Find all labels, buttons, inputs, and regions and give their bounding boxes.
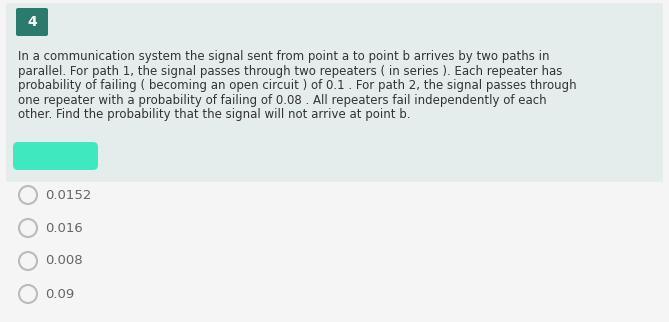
Text: 0.09: 0.09 — [45, 288, 74, 300]
Text: 0.008: 0.008 — [45, 254, 83, 268]
Text: other. Find the probability that the signal will not arrive at point b.: other. Find the probability that the sig… — [18, 108, 411, 121]
FancyBboxPatch shape — [13, 142, 98, 170]
Text: probability of failing ( becoming an open circuit ) of 0.1 . For path 2, the sig: probability of failing ( becoming an ope… — [18, 79, 577, 92]
FancyBboxPatch shape — [16, 8, 48, 36]
Text: 0.0152: 0.0152 — [45, 188, 92, 202]
Text: 4: 4 — [27, 15, 37, 29]
Text: parallel. For path 1, the signal passes through two repeaters ( in series ). Eac: parallel. For path 1, the signal passes … — [18, 64, 563, 78]
Text: one repeater with a probability of failing of 0.08 . All repeaters fail independ: one repeater with a probability of faili… — [18, 93, 547, 107]
Text: 0.016: 0.016 — [45, 222, 83, 234]
FancyBboxPatch shape — [6, 3, 663, 182]
Text: In a communication system the signal sent from point a to point b arrives by two: In a communication system the signal sen… — [18, 50, 549, 63]
